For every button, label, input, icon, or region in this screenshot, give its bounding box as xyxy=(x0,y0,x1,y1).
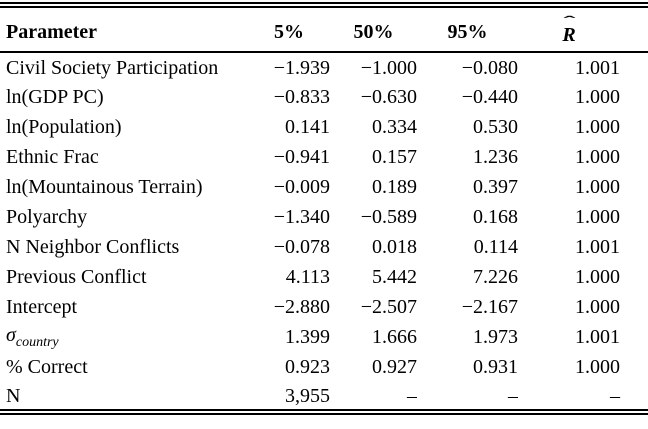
row-label: Polyarchy xyxy=(6,206,88,228)
cell-rhat: – xyxy=(610,384,620,407)
row-label: N xyxy=(6,384,21,407)
table-row: ln(Population) 0.141 0.334 0.530 1.000 xyxy=(0,112,648,142)
cell-rhat: 1.000 xyxy=(575,296,620,318)
table-row: Polyarchy −1.340 −0.589 0.168 1.000 xyxy=(0,202,648,232)
cell-95pct: −0.440 xyxy=(461,86,518,108)
regression-results-table: Parameter 5% 50% 95% ˆ R Civil Society P… xyxy=(0,2,648,415)
cell-50pct: 0.018 xyxy=(372,236,417,258)
row-label: ln(Population) xyxy=(6,116,122,138)
cell-50pct: 0.189 xyxy=(372,176,417,198)
cell-5pct: −2.880 xyxy=(273,296,330,318)
header-50pct: 50% xyxy=(353,21,394,43)
table-row: N Neighbor Conflicts −0.078 0.018 0.114 … xyxy=(0,232,648,262)
row-label: Intercept xyxy=(6,296,78,318)
cell-rhat: 1.000 xyxy=(575,116,620,138)
cell-rhat: 1.001 xyxy=(575,326,620,348)
cell-95pct: 0.114 xyxy=(473,236,518,258)
cell-5pct: −0.941 xyxy=(273,146,330,168)
row-label: Previous Conflict xyxy=(6,266,147,288)
header-parameter: Parameter xyxy=(6,21,98,43)
cell-50pct: 1.666 xyxy=(372,326,417,348)
table-row: Ethnic Frac −0.941 0.157 1.236 1.000 xyxy=(0,142,648,172)
cell-95pct: 7.226 xyxy=(473,266,518,288)
header-5pct: 5% xyxy=(274,21,304,43)
table-row: ln(Mountainous Terrain) −0.009 0.189 0.3… xyxy=(0,172,648,202)
cell-5pct: −0.009 xyxy=(273,176,330,198)
cell-95pct: 0.397 xyxy=(473,176,518,198)
table-row: σcountry 1.399 1.666 1.973 1.001 xyxy=(0,322,648,352)
header-row: Parameter 5% 50% 95% ˆ R xyxy=(0,5,648,52)
cell-5pct: 3,955 xyxy=(285,384,330,407)
row-label: ln(GDP PC) xyxy=(6,86,104,108)
cell-50pct: – xyxy=(407,384,417,407)
cell-rhat: 1.000 xyxy=(575,86,620,108)
rhat-symbol: ˆ R xyxy=(562,14,576,46)
table-row: Previous Conflict 4.113 5.442 7.226 1.00… xyxy=(0,262,648,292)
cell-5pct: −0.833 xyxy=(273,86,330,108)
row-label-sigma-country: σcountry xyxy=(0,322,248,352)
row-label: ln(Mountainous Terrain) xyxy=(6,176,203,198)
cell-rhat: 1.000 xyxy=(575,266,620,288)
table-row: % Correct 0.923 0.927 0.931 1.000 xyxy=(0,352,648,382)
cell-95pct: −0.080 xyxy=(461,56,518,79)
cell-95pct: 0.931 xyxy=(473,356,518,378)
cell-5pct: −0.078 xyxy=(273,236,330,258)
cell-5pct: 1.399 xyxy=(285,326,330,348)
table-body: Civil Society Participation −1.939 −1.00… xyxy=(0,52,648,412)
cell-rhat: 1.001 xyxy=(575,236,620,258)
cell-50pct: −0.589 xyxy=(360,206,417,228)
table-row: N 3,955 – – – xyxy=(0,382,648,412)
cell-95pct: 1.236 xyxy=(473,146,518,168)
cell-95pct: 0.168 xyxy=(473,206,518,228)
row-label: Civil Society Participation xyxy=(6,56,219,79)
cell-50pct: −1.000 xyxy=(360,56,417,79)
row-label: Ethnic Frac xyxy=(6,146,99,168)
cell-rhat: 1.000 xyxy=(575,146,620,168)
table-row: Intercept −2.880 −2.507 −2.167 1.000 xyxy=(0,292,648,322)
cell-50pct: −2.507 xyxy=(360,296,417,318)
cell-rhat: 1.000 xyxy=(575,356,620,378)
cell-95pct: 0.530 xyxy=(473,116,518,138)
rhat-base-letter: R xyxy=(562,24,576,46)
cell-50pct: 0.157 xyxy=(372,146,417,168)
cell-5pct: 4.113 xyxy=(285,266,330,288)
sigma-subscript: country xyxy=(15,334,59,350)
cell-95pct: −2.167 xyxy=(461,296,518,318)
cell-5pct: −1.939 xyxy=(273,56,330,79)
cell-5pct: 0.141 xyxy=(285,116,330,138)
cell-rhat: 1.001 xyxy=(575,56,620,79)
table-row: Civil Society Participation −1.939 −1.00… xyxy=(0,52,648,82)
sigma-symbol: σ xyxy=(6,323,16,346)
header-rhat: ˆ R xyxy=(518,5,648,52)
cell-5pct: 0.923 xyxy=(285,356,330,378)
cell-50pct: 0.927 xyxy=(372,356,417,378)
cell-50pct: −0.630 xyxy=(360,86,417,108)
rhat-hat-icon: ˆ xyxy=(563,14,575,30)
row-label: % Correct xyxy=(6,356,88,378)
cell-50pct: 0.334 xyxy=(372,116,417,138)
cell-rhat: 1.000 xyxy=(575,176,620,198)
cell-5pct: −1.340 xyxy=(273,206,330,228)
cell-95pct: 1.973 xyxy=(473,326,518,348)
row-label: N Neighbor Conflicts xyxy=(6,236,180,258)
cell-rhat: 1.000 xyxy=(575,206,620,228)
cell-50pct: 5.442 xyxy=(372,266,417,288)
header-95pct: 95% xyxy=(447,21,488,43)
cell-95pct: – xyxy=(508,384,518,407)
table-header: Parameter 5% 50% 95% ˆ R xyxy=(0,5,648,52)
table-row: ln(GDP PC) −0.833 −0.630 −0.440 1.000 xyxy=(0,82,648,112)
